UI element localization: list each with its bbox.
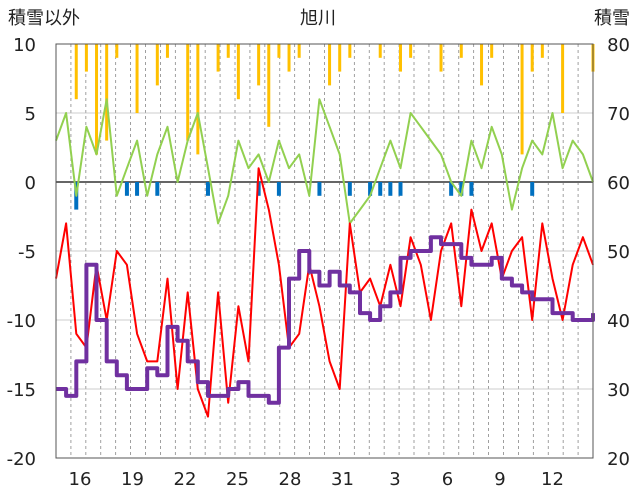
precipitation-bar	[95, 44, 99, 155]
precipitation-bar	[74, 44, 78, 100]
y-left-tick-label: -20	[7, 449, 36, 470]
precipitation-bar	[480, 44, 484, 86]
precipitation-bar	[540, 44, 544, 58]
x-tick-label: 3	[389, 469, 400, 490]
precipitation-bar	[105, 44, 109, 141]
y-left-tick-label: -5	[18, 242, 36, 263]
y-right-tick-label: 30	[607, 380, 630, 401]
negative-bar	[388, 182, 393, 196]
y-right-tick-label: 80	[607, 35, 630, 56]
negative-bar	[317, 182, 322, 196]
negative-bar	[347, 182, 352, 196]
precipitation-bar	[328, 44, 332, 86]
right-axis-label: 積雪	[594, 8, 630, 29]
precipitation-bar	[226, 44, 230, 58]
x-tick-label: 16	[69, 469, 92, 490]
precipitation-bar	[297, 44, 301, 58]
y-right-tick-label: 40	[607, 311, 630, 332]
precipitation-bar	[216, 44, 220, 72]
y-left-tick-label: 0	[25, 173, 36, 194]
tick-labels: -20 20 -15 30 -10 40 -5 50 0 60 5 70 10 80 16 19 22 25 28 3…	[7, 35, 630, 490]
y-left-tick-label: 5	[25, 104, 36, 125]
negative-bar	[135, 182, 140, 196]
precipitation-bar	[378, 44, 382, 58]
negative-bar	[256, 182, 261, 196]
x-tick-label: 31	[331, 469, 354, 490]
chart-title: 旭川	[300, 8, 336, 29]
precipitation-bar	[561, 44, 565, 113]
precipitation-bar	[155, 44, 159, 86]
negative-bar	[398, 182, 403, 196]
y-right-tick-label: 50	[607, 242, 630, 263]
precipitation-bar	[257, 44, 261, 86]
precipitation-bar	[196, 44, 200, 155]
precipitation-bar	[490, 44, 494, 58]
y-left-tick-label: -15	[7, 380, 36, 401]
negative-bar	[469, 182, 474, 196]
precipitation-bar	[236, 44, 240, 100]
negative-bar	[530, 182, 535, 196]
negative-bar	[378, 182, 383, 196]
y-right-tick-label: 60	[607, 173, 630, 194]
left-axis-label: 積雪以外	[8, 8, 80, 29]
negative-bar	[205, 182, 210, 196]
precipitation-bar	[267, 44, 271, 127]
precipitation-bar	[520, 44, 524, 155]
precipitation-bar	[115, 44, 119, 58]
precipitation-bar	[439, 44, 443, 72]
y-left-tick-label: -10	[7, 311, 36, 332]
precipitation-bar	[338, 44, 342, 72]
y-left-tick-label: 10	[13, 35, 36, 56]
x-tick-label: 22	[174, 469, 197, 490]
negative-bar	[449, 182, 454, 196]
precipitation-bar	[165, 44, 169, 58]
precipitation-bar	[84, 44, 88, 72]
x-tick-label: 9	[494, 469, 505, 490]
negative-bar	[155, 182, 160, 196]
negative-bar	[368, 182, 373, 196]
y-right-tick-label: 70	[607, 104, 630, 125]
precipitation-bar	[530, 44, 534, 72]
x-tick-label: 25	[226, 469, 249, 490]
precipitation-bar	[409, 44, 413, 58]
negative-bar	[276, 182, 281, 196]
precipitation-bar	[398, 44, 402, 72]
x-tick-label: 12	[541, 469, 564, 490]
x-tick-label: 19	[121, 469, 144, 490]
bars	[74, 44, 595, 210]
precipitation-bar	[135, 44, 139, 113]
negative-bar	[124, 182, 129, 196]
precipitation-bar	[459, 44, 463, 58]
x-tick-label: 28	[279, 469, 302, 490]
plot-frame	[55, 43, 594, 459]
series-line-0	[55, 98, 594, 225]
precipitation-bar	[277, 44, 281, 58]
precipitation-bar	[287, 44, 291, 72]
y-right-tick-label: 20	[607, 449, 630, 470]
series-lines	[55, 98, 595, 418]
precipitation-bar	[348, 44, 352, 58]
negative-bar	[459, 182, 464, 196]
precipitation-bar	[186, 44, 190, 141]
series-line-2	[56, 235, 595, 405]
x-tick-label: 6	[442, 469, 453, 490]
